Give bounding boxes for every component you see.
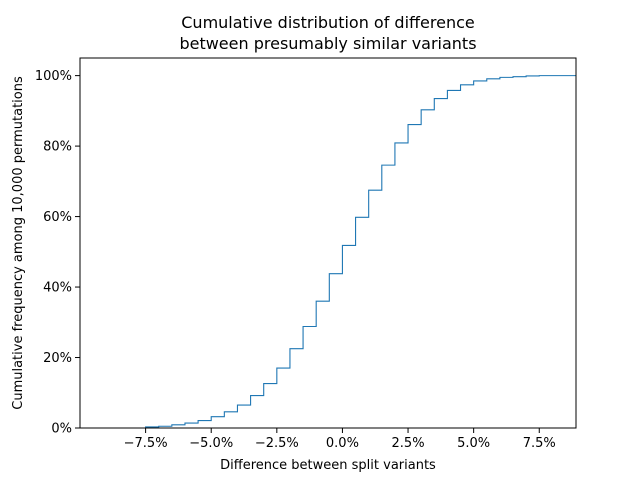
chart-title-line-1: Cumulative distribution of difference [181,13,475,32]
plot-area [132,75,576,429]
x-tick-label: 2.5% [392,436,425,451]
x-tick-label: −5.0% [189,436,233,451]
x-axis-label: Difference between split variants [220,458,436,473]
y-tick-label: 0% [51,422,72,437]
y-tick-label: 60% [43,210,72,225]
plot-frame [79,57,577,429]
y-tick-label: 40% [43,281,72,296]
y-tick-label: 20% [43,351,72,366]
y-tick-label: 80% [43,140,72,155]
x-tick-label: 7.5% [523,436,556,451]
x-tick-label: −2.5% [255,436,299,451]
chart-title-line-2: between presumably similar variants [179,34,476,53]
y-tick-label: 100% [35,69,72,84]
x-tick-label: 5.0% [457,436,490,451]
y-axis-label: Cumulative frequency among 10,000 permut… [11,76,26,410]
x-tick-label: −7.5% [124,436,168,451]
x-tick-label: 0.0% [326,436,359,451]
y-axis: 0% 20% 40% 60% 80% 100% [35,69,80,437]
cdf-series-line-0 [132,75,576,429]
x-axis: −7.5% −5.0% −2.5% 0.0% 2.5% 5.0% 7.5% [124,428,556,451]
